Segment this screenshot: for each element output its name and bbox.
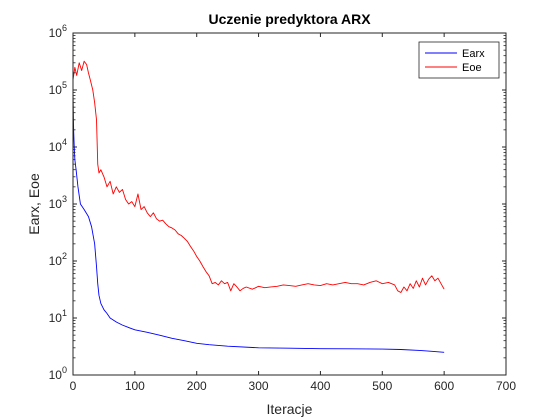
plot-area [73,33,506,375]
y-tick-exponent: 6 [62,23,67,33]
x-axis-label: Iteracje [267,401,313,417]
y-tick-base: 10 [49,83,63,97]
y-tick-base: 10 [49,368,63,382]
series-layer [72,60,445,353]
y-tick-label: 104 [49,137,67,154]
legend-label-earx: Earx [462,48,485,60]
y-axis-label: Earx, Eoe [26,173,42,235]
y-tick-label: 105 [49,80,67,97]
y-tick-exponent: 3 [62,194,67,204]
x-tick-label: 200 [187,379,207,393]
y-tick-base: 10 [49,254,63,268]
y-tick-label: 103 [49,194,67,211]
y-tick-exponent: 4 [62,137,67,147]
y-tick-base: 10 [49,311,63,325]
series-line-eoe [72,60,445,293]
legend: Earx Eoe [418,41,500,79]
y-tick-label: 100 [49,365,67,382]
y-tick-base: 10 [49,26,63,40]
y-tick-exponent: 0 [62,365,67,375]
x-tick-label: 300 [249,379,269,393]
x-tick-label: 500 [372,379,392,393]
y-tick-label: 101 [49,308,67,325]
legend-label-eoe: Eoe [462,62,482,74]
y-tick-base: 10 [49,197,63,211]
y-tick-exponent: 2 [62,251,67,261]
y-tick-exponent: 1 [62,308,67,318]
x-tick-label: 700 [496,379,516,393]
x-tick-label: 0 [70,379,77,393]
chart-title: Uczenie predyktora ARX [208,11,371,27]
x-axis: 0 100 200 300 400 500 600 700 [70,33,516,393]
x-tick-label: 600 [434,379,454,393]
y-tick-base: 10 [49,140,63,154]
legend-box [418,41,500,79]
y-tick-label: 102 [49,251,67,268]
y-tick-label: 106 [49,23,67,40]
x-tick-label: 400 [310,379,330,393]
series-line-earx [72,89,445,353]
y-tick-exponent: 5 [62,80,67,90]
x-tick-label: 100 [125,379,145,393]
